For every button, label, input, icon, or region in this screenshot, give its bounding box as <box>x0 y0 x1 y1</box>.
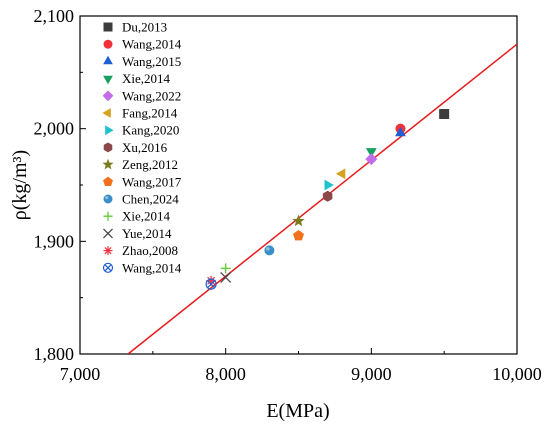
data-point <box>220 263 231 274</box>
legend-item: Xie,2014 <box>103 71 171 86</box>
legend-marker <box>103 211 113 221</box>
legend-marker <box>103 176 113 186</box>
fit-line <box>127 43 517 354</box>
data-point <box>220 271 232 283</box>
legend-item: Yue,2014 <box>103 226 172 241</box>
legend-item: Wang,2017 <box>103 174 182 189</box>
y-tick-label: 2,000 <box>34 119 75 139</box>
legend-marker <box>103 75 113 85</box>
legend-label: Fang,2014 <box>122 106 178 121</box>
y-axis-title: ρ(kg/m³) <box>9 150 31 220</box>
data-point <box>293 229 304 241</box>
y-tick-label: 1,800 <box>34 344 75 364</box>
legend-marker <box>102 90 114 102</box>
legend-marker <box>102 158 114 170</box>
legend-label: Wang,2014 <box>122 260 182 275</box>
legend-item: Wang,2014 <box>102 260 182 275</box>
data-point <box>324 179 334 191</box>
legend-item: Xu,2016 <box>103 140 168 155</box>
legend-marker <box>103 194 113 204</box>
legend-marker <box>103 246 113 256</box>
legend-label: Wang,2015 <box>122 54 181 69</box>
data-point <box>205 278 217 290</box>
legend-item: Kang,2020 <box>105 123 179 138</box>
legend-item: Wang,2015 <box>103 54 181 69</box>
legend-marker <box>102 108 111 118</box>
y-tick-label: 1,900 <box>34 231 75 251</box>
legend-label: Wang,2022 <box>122 88 181 103</box>
legend-label: Zeng,2012 <box>122 157 178 172</box>
x-tick-label: 10,000 <box>492 364 542 384</box>
legend-marker <box>103 39 113 49</box>
legend-item: Zhao,2008 <box>103 243 178 258</box>
legend-label: Kang,2020 <box>122 123 179 138</box>
legend-label: Chen,2024 <box>122 192 179 207</box>
y-tick-label: 2,100 <box>34 6 75 26</box>
legend-marker <box>102 262 114 273</box>
legend-item: Du,2013 <box>103 20 167 35</box>
x-tick-label: 7,000 <box>60 364 101 384</box>
data-point <box>395 126 406 137</box>
legend-item: Zeng,2012 <box>102 157 178 172</box>
data-point <box>264 245 275 256</box>
legend-marker <box>103 142 113 153</box>
data-point <box>365 153 378 166</box>
legend-label: Xu,2016 <box>122 140 168 155</box>
data-point <box>365 148 377 158</box>
legend-marker <box>105 125 114 136</box>
legend-item: Wang,2022 <box>102 88 181 103</box>
legend-label: Zhao,2008 <box>122 243 178 258</box>
data-point <box>439 109 450 120</box>
legend-marker <box>103 22 113 32</box>
data-point <box>292 214 305 227</box>
legend-item: Chen,2024 <box>103 192 179 207</box>
legend-item: Fang,2014 <box>102 106 178 121</box>
legend-label: Wang,2014 <box>122 37 182 52</box>
legend-label: Xie,2014 <box>122 71 171 86</box>
x-tick-label: 8,000 <box>205 364 246 384</box>
legend-marker <box>103 55 113 65</box>
data-point <box>322 190 333 202</box>
legend-label: Du,2013 <box>122 20 167 35</box>
legend-item: Xie,2014 <box>103 209 171 224</box>
legend-label: Yue,2014 <box>122 226 172 241</box>
legend-item: Wang,2014 <box>103 37 182 52</box>
legend-label: Xie,2014 <box>122 209 171 224</box>
x-axis-title: E(MPa) <box>266 400 329 422</box>
legend-marker <box>103 228 113 239</box>
legend-label: Wang,2017 <box>122 174 182 189</box>
data-point <box>335 168 346 180</box>
x-tick-label: 9,000 <box>351 364 392 384</box>
